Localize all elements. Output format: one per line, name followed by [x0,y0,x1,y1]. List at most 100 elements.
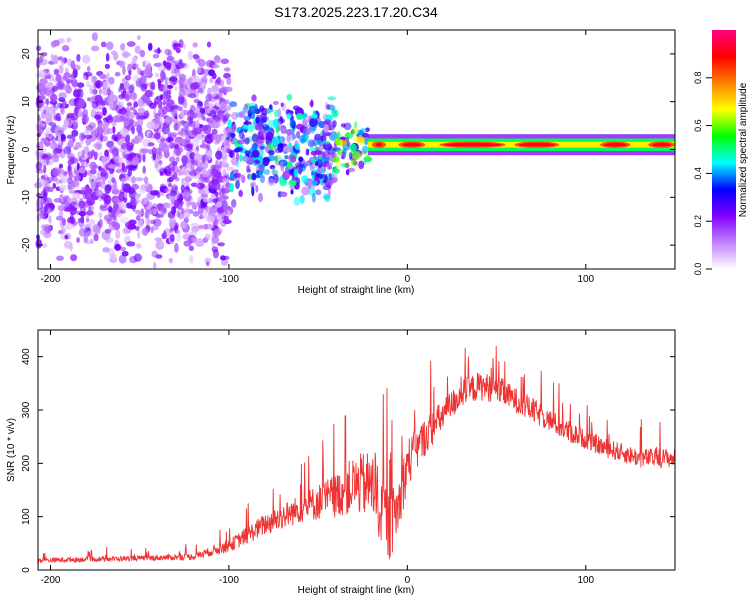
spectrogram-cell [332,168,340,174]
spectrogram-cell [78,98,85,108]
spectrogram-cell [154,159,159,169]
spectrogram-cell [121,203,128,212]
spectrogram-cell [89,161,97,170]
spectrogram-cell [85,230,95,237]
spectrogram-cell [204,233,211,241]
spectrogram-cell [150,227,154,234]
spectrogram-cell [129,201,138,206]
spectrogram-cell [166,116,173,121]
colorbar-tick-label: 0.2 [693,215,703,228]
spectrogram-cell [256,114,260,119]
spectrogram-cell [189,254,194,264]
spectrogram-cell [157,79,162,89]
spectrogram-cell [255,184,259,193]
spectrogram-cell [71,165,78,172]
spectrogram-cell [188,245,194,251]
spectrogram-cell [191,226,200,233]
spectrogram-cell [220,170,230,176]
spectrogram-cell [147,42,153,51]
spectrogram-cell [39,95,46,101]
spectrogram-cell [248,105,258,114]
spectrogram-cell [50,93,58,103]
colorbar-label: Normalized spectral amplitude [738,82,749,217]
spectrogram-cell [98,165,102,172]
spectrogram-cell [52,54,59,65]
spectrogram-cell [200,107,206,114]
spectrogram-cell [103,214,113,222]
spectrogram-cell [323,124,329,133]
spectrogram-cell [142,165,146,174]
spectrogram-cell [53,102,56,108]
spectrogram-cell [118,202,127,211]
spectrogram-cell [181,155,188,164]
spectrogram-cell [345,136,349,143]
spectrogram-cell [205,93,213,102]
spectrogram-cell [57,38,65,44]
spectrogram-cell [291,133,295,142]
spectrogram-cell [230,172,234,180]
spectrogram-cell [113,158,120,164]
spectrogram-cell [249,102,257,107]
spectrogram-cell [105,115,114,124]
y-tick-label: -10 [21,190,32,205]
spectrogram-cell [158,141,167,151]
spectrogram-cell [308,147,316,152]
spectrogram-cell [142,69,152,75]
spectrogram-cell [118,86,122,93]
spectrogram-cell [335,160,341,167]
spectrogram-cell [174,242,179,253]
spectrogram-cell [140,148,150,154]
spectrogram-cell [263,169,271,175]
spectrogram-cell [169,132,178,137]
spectrogram-cell [211,182,218,190]
spectrogram-cell [91,32,98,41]
spectrogram-cell [284,155,289,160]
spectrogram-cell [177,78,184,85]
spectrogram-cell [254,124,263,131]
spectrogram-cell [215,79,220,84]
spectrogram-cell [94,80,103,89]
spectrogram-cell [267,178,276,187]
spectrogram-cell [147,142,155,147]
spectrogram-cell [202,116,207,122]
spectrogram-cell [129,106,136,111]
spectrogram-cell [110,252,117,261]
spectrogram-cell [215,150,223,160]
spectrogram-cell [198,101,203,107]
spectrogram-cell [104,63,110,69]
spectrogram-cell [99,204,106,210]
spectrogram-cell [56,102,60,108]
x-tick-label: 100 [577,274,594,285]
spectrogram-cell [153,62,162,67]
spectrogram-cell [169,233,175,243]
spectrogram-cell [113,201,118,212]
spectrogram-cell [93,233,99,242]
spectrogram-cell [124,74,132,81]
spectrogram-cell [259,117,267,124]
spectrogram-cell [170,106,175,112]
spectrogram-cell [35,99,43,109]
spectrogram-cell [228,149,235,159]
spectrogram-cell [105,184,113,191]
spectrogram-cell [212,64,220,69]
spectrogram-cell [209,169,213,179]
spectrogram-cell [246,168,252,173]
spectrogram-cell [154,62,163,67]
spectrogram-cell [86,157,90,164]
spectrogram-cell [343,122,352,131]
spectrogram-cell [172,150,176,159]
spectrogram-cell [78,200,86,209]
spectrogram-cell [143,197,148,205]
spectrogram-cell [95,189,103,197]
spectrogram-cell [309,100,314,107]
spectrogram-cell [82,71,89,81]
spectrogram-cell [324,119,332,124]
spectrogram-cell [58,163,64,169]
spectrogram-cell [126,102,132,107]
spectrogram-cell [146,121,155,130]
spectrogram-cell [171,62,175,72]
spectrogram-cell [154,237,163,242]
spectrogram-cell [64,222,74,230]
spectrogram-cell [212,198,219,203]
spectrogram-cell [226,166,234,171]
